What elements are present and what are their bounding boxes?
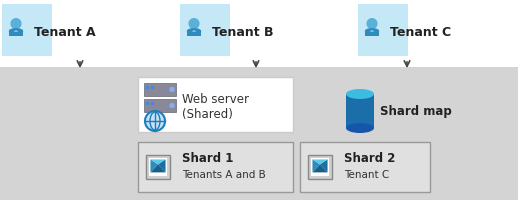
Text: (Shared): (Shared) <box>182 108 233 121</box>
Bar <box>0 68 518 200</box>
Circle shape <box>170 88 174 92</box>
Text: Shard 1: Shard 1 <box>182 152 234 165</box>
Bar <box>300 142 430 192</box>
Polygon shape <box>150 160 166 164</box>
Ellipse shape <box>346 123 374 133</box>
Polygon shape <box>158 160 166 173</box>
Bar <box>146 87 149 90</box>
Bar <box>146 102 149 105</box>
Polygon shape <box>150 164 166 173</box>
Polygon shape <box>312 160 327 164</box>
Ellipse shape <box>9 29 23 35</box>
Text: Tenant C: Tenant C <box>390 26 451 39</box>
Text: Tenant A: Tenant A <box>34 26 96 39</box>
Polygon shape <box>370 31 375 32</box>
Polygon shape <box>192 31 196 32</box>
Bar <box>151 102 154 105</box>
Text: Tenant C: Tenant C <box>344 169 389 179</box>
Ellipse shape <box>346 90 374 100</box>
Ellipse shape <box>365 29 379 35</box>
Circle shape <box>189 19 199 30</box>
Ellipse shape <box>187 29 201 35</box>
FancyBboxPatch shape <box>144 84 176 97</box>
Polygon shape <box>150 160 158 173</box>
Bar <box>311 159 328 176</box>
Text: Shard 2: Shard 2 <box>344 152 395 165</box>
Bar <box>149 159 167 176</box>
FancyBboxPatch shape <box>144 100 176 112</box>
Polygon shape <box>312 164 327 173</box>
Circle shape <box>145 111 165 131</box>
Text: Shard map: Shard map <box>380 105 452 118</box>
Bar <box>138 142 293 192</box>
Polygon shape <box>312 160 320 173</box>
Polygon shape <box>365 32 379 37</box>
Bar <box>151 87 154 90</box>
FancyBboxPatch shape <box>308 155 332 179</box>
Circle shape <box>170 104 174 108</box>
Polygon shape <box>187 32 201 37</box>
Bar <box>2 5 52 57</box>
Polygon shape <box>13 31 19 32</box>
Bar <box>138 78 293 132</box>
Text: Tenant B: Tenant B <box>212 26 274 39</box>
Bar <box>180 5 230 57</box>
Bar <box>358 5 408 57</box>
FancyBboxPatch shape <box>146 155 170 179</box>
Circle shape <box>366 19 378 30</box>
Text: Tenants A and B: Tenants A and B <box>182 169 266 179</box>
Text: Web server: Web server <box>182 93 249 106</box>
Polygon shape <box>320 160 327 173</box>
Polygon shape <box>9 32 23 37</box>
Circle shape <box>10 19 22 30</box>
Bar <box>346 95 374 128</box>
